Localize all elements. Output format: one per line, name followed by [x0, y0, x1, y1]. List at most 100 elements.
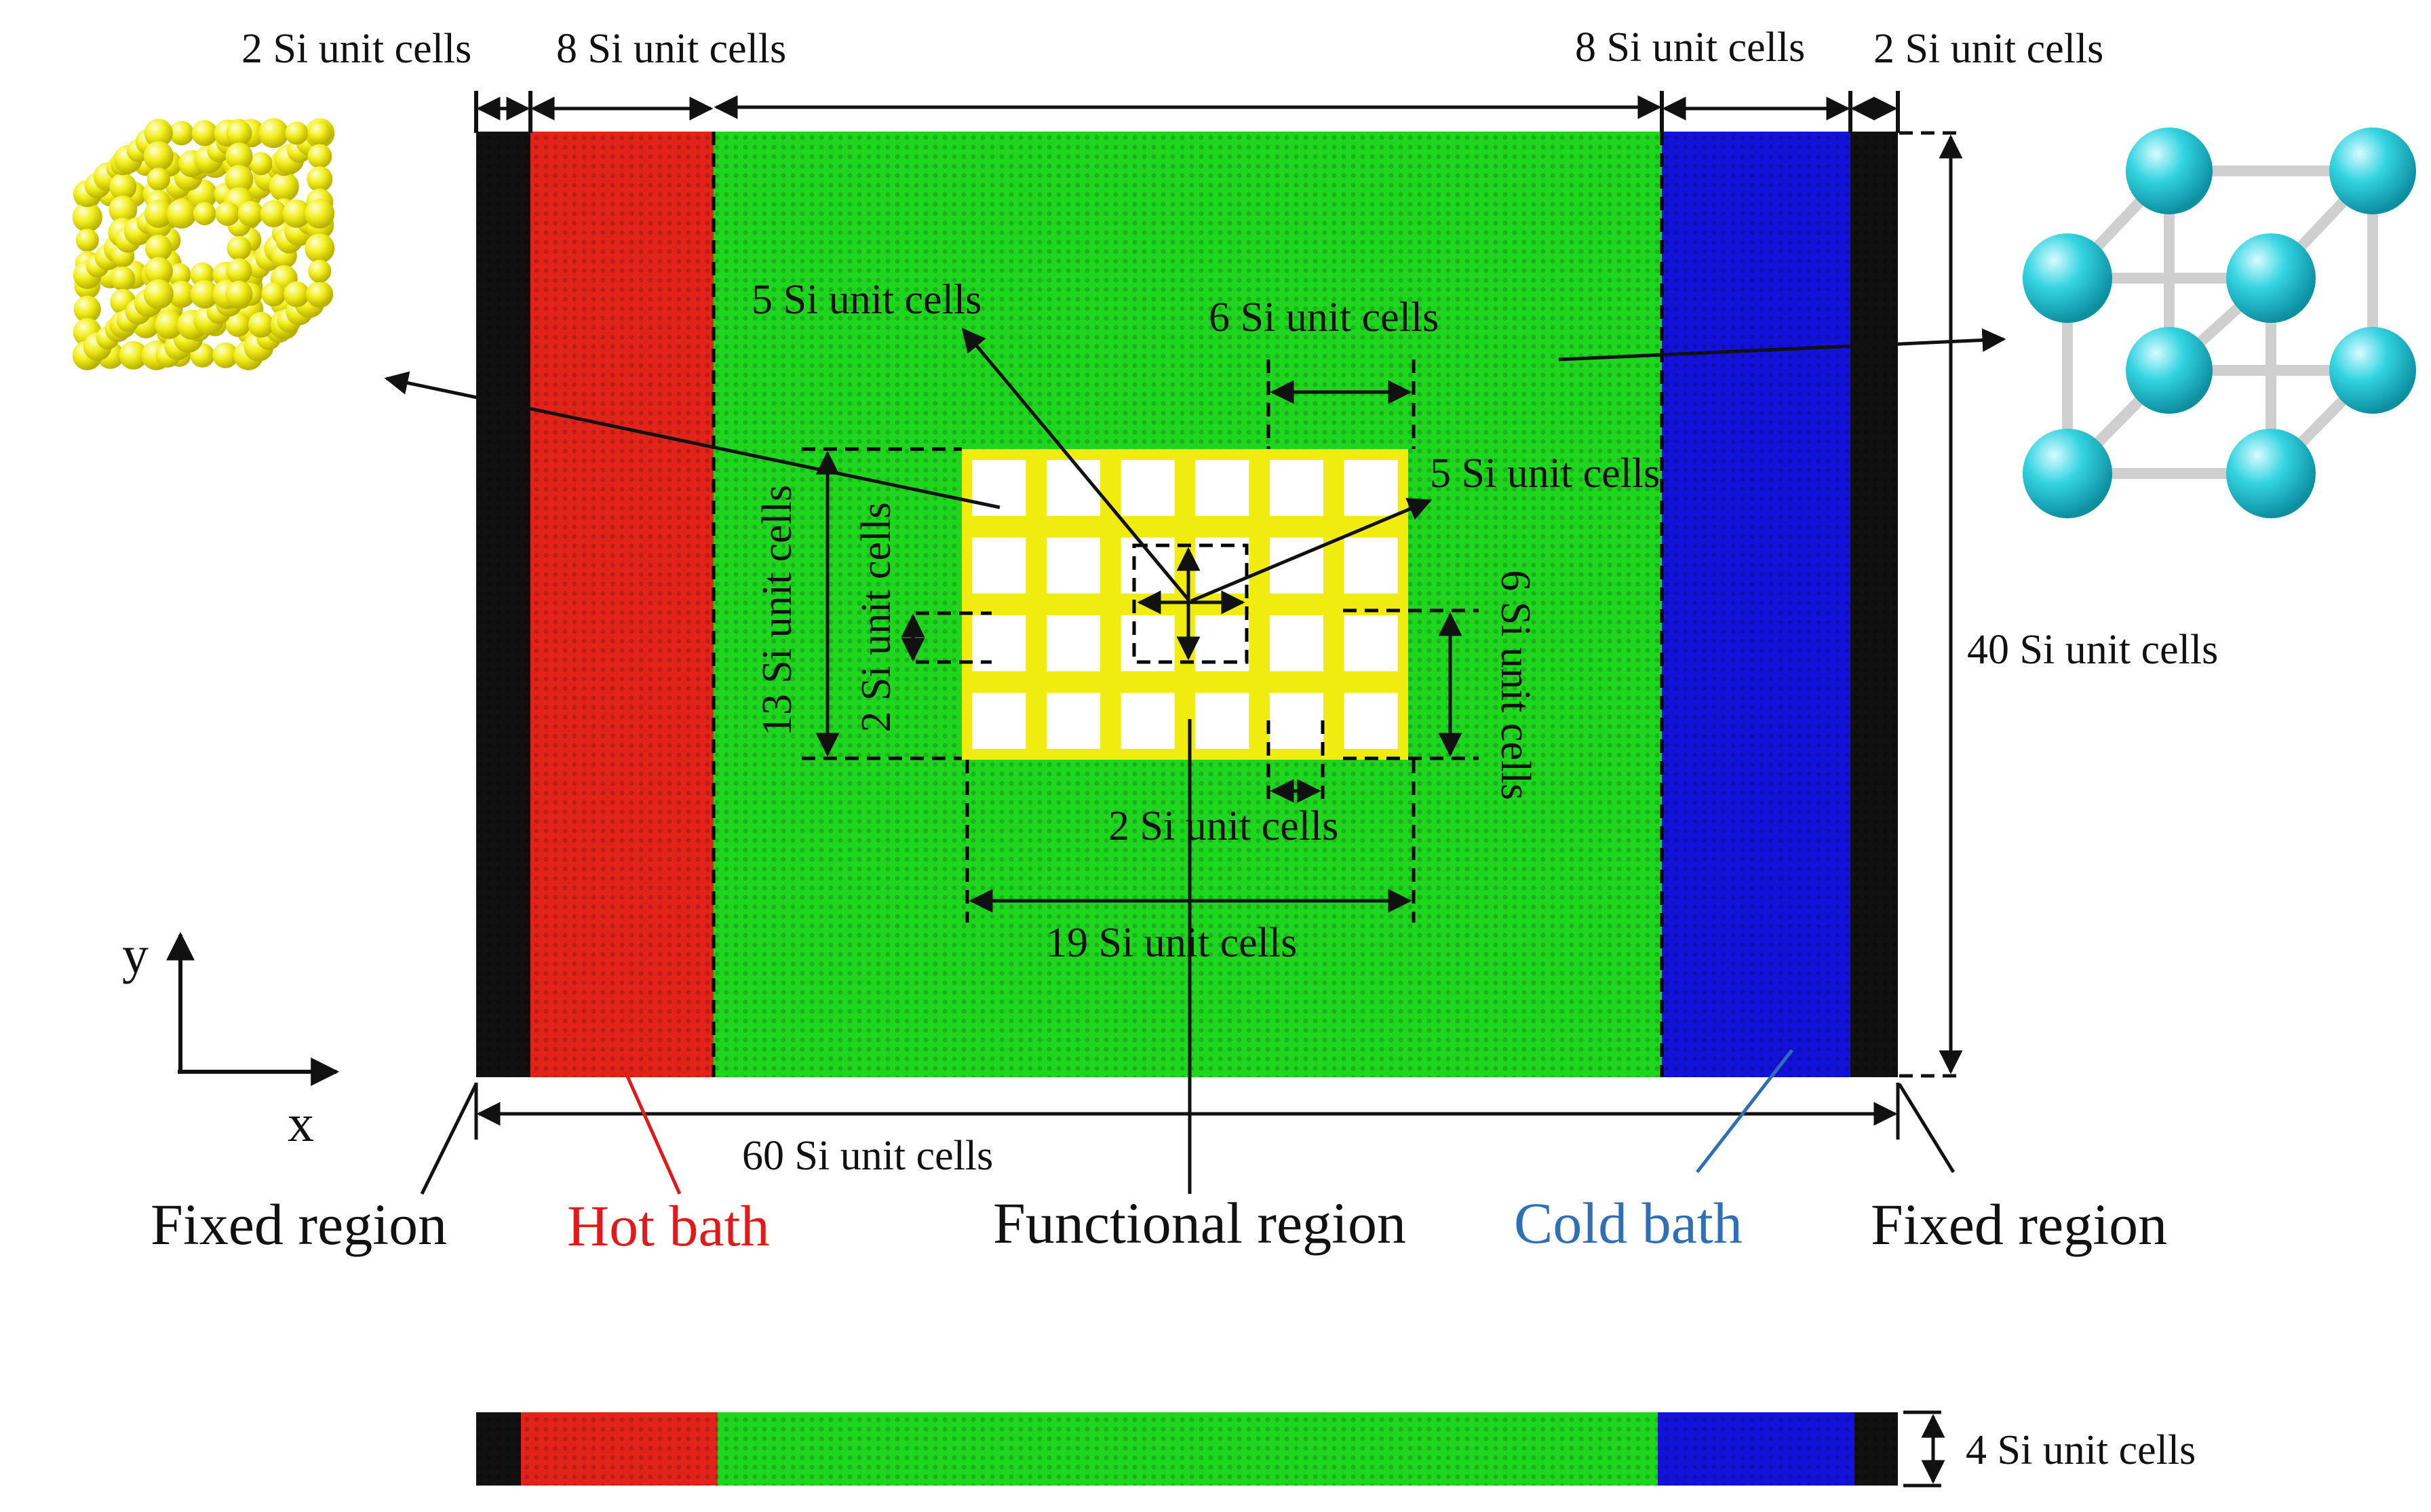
yellow-atom: [261, 282, 286, 307]
axes: [166, 931, 340, 1086]
yellow-atom: [307, 282, 332, 307]
dim-height: 40 Si unit cells: [1967, 627, 2218, 673]
yellow-atom: [249, 152, 273, 176]
yellow-atom: [307, 166, 333, 193]
dim-fixed-right: 2 Si unit cells: [1873, 26, 2103, 72]
dim-neck-x: 2 Si unit cells: [1108, 803, 1338, 849]
yellow-atom: [169, 121, 194, 146]
yellow-atom: [143, 279, 174, 309]
label-fixed-left: Fixed region: [151, 1192, 447, 1257]
yellow-atom: [73, 295, 101, 323]
dim-fixed-left: 2 Si unit cells: [241, 26, 471, 72]
yellow-atom: [168, 263, 191, 286]
yellow-atom: [144, 119, 173, 148]
label-functional: Functional region: [993, 1190, 1406, 1256]
pore-hole: [1195, 460, 1249, 516]
yellow-atom: [269, 172, 299, 202]
yellow-atom: [237, 201, 264, 227]
yellow-atom: [191, 120, 218, 147]
yellow-atom: [284, 281, 310, 307]
yellow-atom: [143, 141, 174, 172]
pore-hole: [1121, 460, 1175, 516]
pore-hole: [1270, 693, 1323, 749]
pore-array: [962, 449, 1408, 760]
yellow-atom: [305, 233, 335, 263]
pore-hole: [1344, 693, 1398, 749]
yellow-atom: [144, 199, 173, 228]
inner-dashed-lines: [802, 360, 1479, 923]
yellow-atom: [258, 118, 289, 149]
pore-hole: [1047, 693, 1100, 749]
dim-period-y: 6 Si unit cells: [1492, 570, 1538, 800]
length-dimension: [474, 1083, 1900, 1140]
yellow-atom: [225, 165, 254, 194]
pore-hole: [1047, 537, 1100, 594]
yellow-atom: [144, 234, 172, 262]
yellow-atom: [215, 201, 240, 226]
yellow-atom: [282, 199, 311, 228]
pointer-lines: [384, 328, 2006, 1195]
yellow-atom: [75, 229, 99, 252]
dim-hot-bath: 8 Si unit cells: [556, 26, 786, 72]
pore-hole: [972, 693, 1026, 749]
yellow-atom: [248, 311, 274, 338]
dim-pore-size: 5 Si unit cells: [1430, 450, 1660, 497]
yellow-atom: [212, 342, 239, 368]
pore-hole: [1344, 615, 1398, 672]
pore-array-frame: [962, 449, 1408, 760]
yellow-atom: [305, 199, 335, 229]
dim-array-height: 13 Si unit cells: [754, 485, 800, 736]
yellow-atom: [308, 259, 332, 283]
cyan-diamond-si-unit-cell-icon: [2008, 122, 2428, 543]
pore-hole: [1047, 460, 1100, 516]
yellow-atom: [111, 266, 136, 291]
yellow-atom: [226, 258, 252, 284]
yellow-atom: [225, 312, 250, 337]
yellow-atom: [193, 202, 216, 225]
yellow-atom: [226, 120, 252, 147]
dim-neck: 5 Si unit cells: [752, 277, 981, 323]
yellow-atom: [119, 341, 148, 370]
yellow-atom: [147, 168, 170, 191]
yellow-atom: [144, 256, 173, 286]
yellow-atom: [168, 280, 195, 308]
dim-length: 60 Si unit cells: [742, 1133, 993, 1179]
pore-hole: [1270, 460, 1323, 516]
pore-hole: [1121, 693, 1175, 749]
yellow-atom: [260, 200, 288, 227]
yellow-atom: [308, 121, 332, 145]
dim-cold-bath: 8 Si unit cells: [1575, 24, 1805, 71]
yellow-atom: [225, 280, 253, 308]
yellow-atom: [109, 173, 137, 201]
height-dimension: [1899, 131, 1963, 1078]
yellow-atom: [227, 235, 252, 260]
yellow-atom: [190, 279, 219, 309]
yellow-atom: [225, 142, 253, 170]
inner-dimension-arrows: [815, 328, 1462, 913]
yellow-atom: [72, 202, 102, 233]
label-hot-bath: Hot bath: [567, 1193, 770, 1258]
side-view-slab: [476, 1410, 1945, 1488]
pore-hole: [972, 615, 1026, 672]
pore-hole: [972, 537, 1026, 594]
axis-x-label: x: [288, 1093, 314, 1152]
label-fixed-right: Fixed region: [1871, 1192, 2167, 1257]
axis-y-label: y: [122, 925, 149, 984]
pore-hole: [1344, 460, 1398, 516]
pore-hole: [1047, 615, 1100, 672]
label-cold-bath: Cold bath: [1514, 1190, 1743, 1256]
dim-period-x: 6 Si unit cells: [1209, 294, 1439, 341]
pore-hole: [1270, 615, 1323, 672]
yellow-atom: [307, 144, 332, 169]
pore-hole: [1344, 537, 1398, 594]
yellow-atom: [155, 310, 184, 339]
yellow-si-porous-unit-cell-icon: [72, 118, 335, 370]
dim-thickness: 4 Si unit cells: [1966, 1427, 2196, 1473]
yellow-atom: [285, 121, 309, 145]
pore-hole: [1195, 693, 1249, 749]
top-dimension-arrows: [474, 91, 1900, 133]
yellow-atom: [166, 199, 197, 229]
dim-array-width: 19 Si unit cells: [1046, 920, 1297, 966]
dim-neck-y: 2 Si unit cells: [853, 502, 899, 732]
